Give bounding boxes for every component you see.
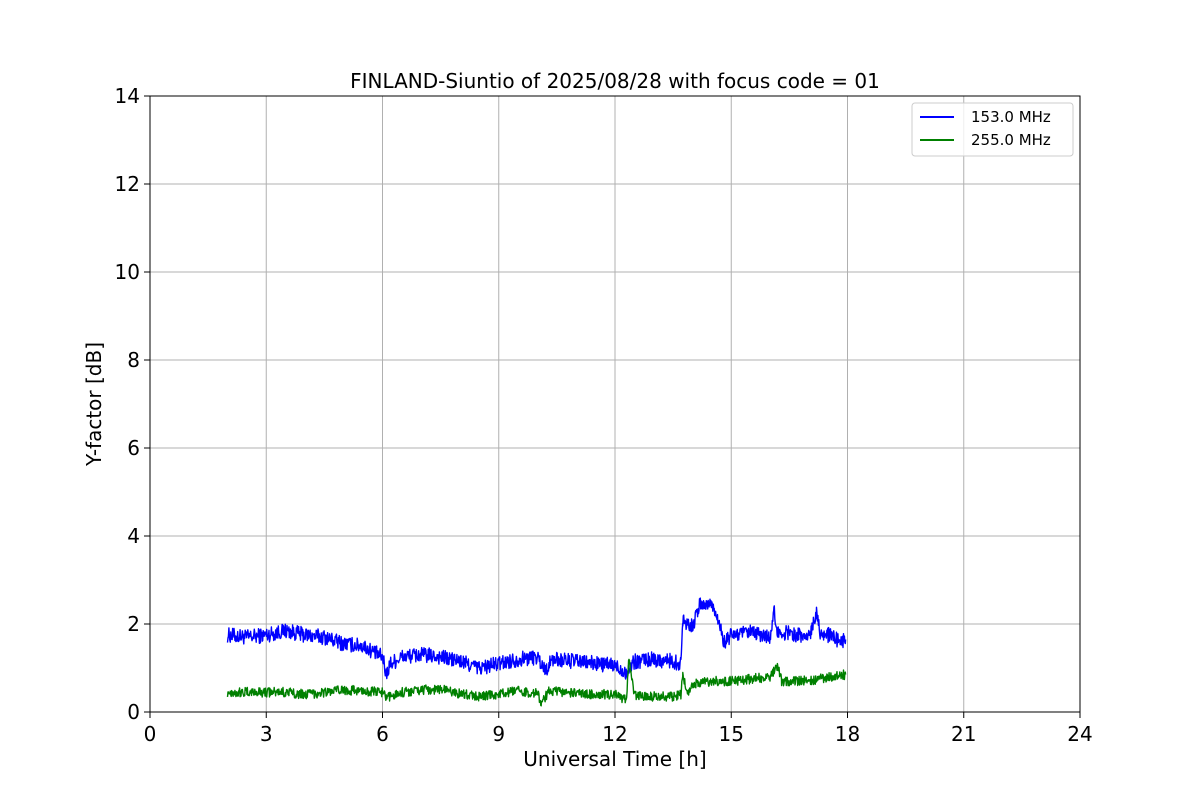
y-tick-label: 6 bbox=[127, 436, 140, 460]
y-tick-label: 12 bbox=[115, 172, 140, 196]
x-tick-label: 24 bbox=[1067, 722, 1092, 746]
x-axis-label: Universal Time [h] bbox=[523, 747, 706, 771]
y-tick-label: 0 bbox=[127, 700, 140, 724]
series-line bbox=[226, 597, 847, 680]
y-tick-label: 2 bbox=[127, 612, 140, 636]
y-tick-label: 8 bbox=[127, 348, 140, 372]
y-tick-label: 10 bbox=[115, 260, 140, 284]
y-axis-label: Y-factor [dB] bbox=[82, 342, 106, 467]
x-tick-label: 0 bbox=[144, 722, 157, 746]
legend: 153.0 MHz 255.0 MHz bbox=[911, 102, 1074, 157]
chart-title: FINLAND-Siuntio of 2025/08/28 with focus… bbox=[350, 69, 880, 93]
series-line bbox=[226, 658, 847, 707]
x-tick-label: 21 bbox=[951, 722, 976, 746]
x-tick-label: 18 bbox=[835, 722, 860, 746]
y-tick-label: 4 bbox=[127, 524, 140, 548]
x-tick-label: 9 bbox=[492, 722, 505, 746]
x-tick-label: 12 bbox=[602, 722, 627, 746]
x-tick-label: 15 bbox=[719, 722, 744, 746]
x-tick-label: 3 bbox=[260, 722, 273, 746]
legend-label: 153.0 MHz bbox=[971, 108, 1051, 126]
y-tick-label: 14 bbox=[115, 84, 140, 108]
x-tick-label: 6 bbox=[376, 722, 389, 746]
legend-label: 255.0 MHz bbox=[971, 131, 1051, 149]
series-layer bbox=[226, 597, 847, 707]
